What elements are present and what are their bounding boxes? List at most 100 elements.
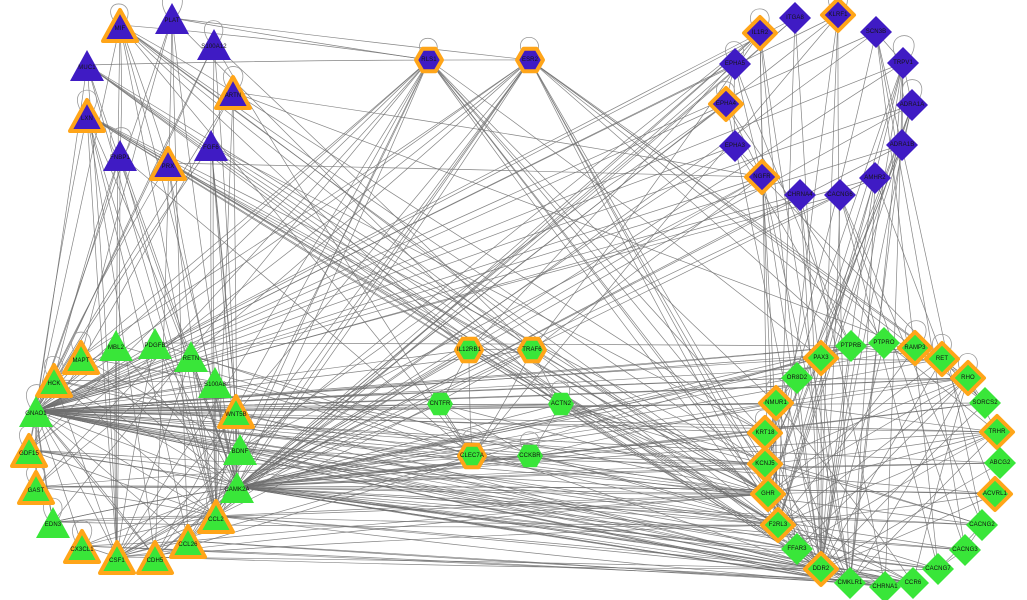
graph-edge[interactable] [35, 410, 1001, 464]
graph-edge[interactable] [767, 493, 851, 584]
graph-edge[interactable] [764, 104, 913, 465]
graph-edge[interactable] [236, 104, 913, 488]
graph-edge[interactable] [239, 103, 727, 450]
graph-edge[interactable] [796, 377, 969, 380]
graph-edge[interactable] [86, 114, 562, 405]
graph-edge[interactable] [167, 162, 822, 570]
graph-edge[interactable] [35, 410, 766, 465]
graph-edge[interactable] [236, 103, 727, 488]
graph-edge[interactable] [35, 194, 841, 412]
graph-edge[interactable] [35, 485, 238, 488]
graph-edge[interactable] [236, 432, 766, 488]
graph-edge[interactable] [531, 176, 763, 351]
graph-edge[interactable] [215, 17, 796, 517]
graph-edge[interactable] [820, 402, 986, 570]
graph-edge[interactable] [239, 448, 822, 570]
graph-edge[interactable] [28, 449, 217, 517]
graph-edge[interactable] [215, 493, 769, 517]
graph-node-cmklr1[interactable]: CMKLR1 [834, 567, 866, 599]
graph-edge[interactable] [820, 462, 1001, 570]
graph-edge[interactable] [86, 64, 470, 351]
graph-edge[interactable] [236, 486, 939, 570]
graph-edge[interactable] [239, 176, 763, 450]
graph-edge[interactable] [154, 556, 822, 570]
graph-node-lxn[interactable]: LXN [66, 94, 108, 136]
graph-node-pdgfb[interactable]: PDGFB [138, 326, 172, 360]
graph-edge[interactable] [775, 402, 998, 433]
graph-edge[interactable] [35, 410, 914, 584]
graph-edge[interactable] [767, 493, 914, 584]
graph-edge[interactable] [35, 410, 983, 526]
graph-node-plat[interactable]: PLAT [155, 1, 189, 35]
graph-edge[interactable] [86, 114, 766, 465]
graph-edge[interactable] [236, 402, 986, 488]
graph-edge[interactable] [35, 410, 798, 550]
graph-edge[interactable] [35, 355, 192, 412]
graph-edge[interactable] [236, 463, 766, 488]
graph-edge[interactable] [35, 43, 215, 412]
graph-node-cacng6[interactable]: CACNG6 [824, 179, 856, 211]
graph-node-bdnf[interactable]: BDNF [223, 432, 257, 466]
graph-edge[interactable] [53, 43, 215, 381]
graph-edge[interactable] [35, 59, 430, 488]
graph-node-amhr2[interactable]: AMHR2 [859, 162, 891, 194]
graph-edge[interactable] [35, 410, 998, 433]
graph-edge[interactable] [116, 455, 473, 558]
graph-node-acvrl1[interactable]: ACVRL1 [975, 474, 1015, 514]
graph-edge[interactable] [236, 402, 986, 488]
graph-edge[interactable] [428, 59, 769, 495]
graph-edge[interactable] [725, 103, 885, 344]
graph-edge[interactable] [35, 410, 996, 495]
graph-edge[interactable] [28, 449, 779, 526]
graph-edge[interactable] [239, 448, 769, 495]
graph-node-chrna4[interactable]: CHRNA4 [784, 179, 816, 211]
graph-edge[interactable] [777, 17, 796, 526]
graph-edge[interactable] [874, 177, 996, 495]
graph-node-trpv1[interactable]: TRPV1 [887, 47, 919, 79]
graph-edge[interactable] [86, 114, 779, 526]
graph-edge[interactable] [236, 455, 531, 488]
graph-node-s100a12[interactable]: S100A12 [197, 27, 231, 61]
graph-edge[interactable] [35, 410, 966, 551]
graph-node-mif[interactable]: MIF [99, 4, 141, 46]
graph-edge[interactable] [171, 17, 189, 542]
graph-edge[interactable] [764, 431, 998, 465]
graph-edge[interactable] [35, 17, 173, 412]
graph-edge[interactable] [529, 402, 777, 457]
graph-edge[interactable] [236, 377, 798, 488]
graph-edge[interactable] [236, 486, 983, 526]
graph-node-gnao1[interactable]: GNAO1 [19, 394, 53, 428]
graph-edge[interactable] [35, 357, 822, 412]
graph-edge[interactable] [86, 59, 531, 66]
graph-node-fgf6[interactable]: FGF6 [194, 128, 228, 162]
graph-edge[interactable] [820, 358, 943, 570]
graph-edge[interactable] [531, 32, 761, 351]
graph-edge[interactable] [35, 91, 234, 412]
graph-edge[interactable] [115, 344, 238, 488]
graph-edge[interactable] [236, 177, 876, 488]
graph-edge[interactable] [35, 486, 769, 495]
graph-node-gdf15[interactable]: GDF15 [8, 429, 50, 471]
graph-edge[interactable] [35, 345, 852, 412]
graph-edge[interactable] [820, 177, 876, 570]
graph-edge[interactable] [849, 177, 876, 584]
graph-edge[interactable] [35, 410, 156, 558]
graph-edge[interactable] [119, 24, 779, 526]
graph-edge[interactable] [35, 342, 156, 412]
graph-edge[interactable] [116, 24, 121, 558]
graph-edge[interactable] [116, 349, 470, 558]
graph-edge[interactable] [215, 91, 234, 517]
graph-edge[interactable] [236, 176, 763, 488]
graph-node-mbl2[interactable]: MBL2 [99, 328, 133, 362]
graph-edge[interactable] [52, 486, 238, 523]
graph-edge[interactable] [190, 355, 779, 526]
graph-edge[interactable] [560, 403, 779, 526]
graph-edge[interactable] [775, 402, 851, 584]
graph-node-artn[interactable]: ARTN [212, 71, 254, 113]
graph-edge[interactable] [777, 62, 904, 526]
graph-node-cntfr[interactable]: CNTFR [427, 391, 453, 417]
graph-edge[interactable] [35, 410, 238, 488]
graph-edge[interactable] [171, 17, 531, 61]
graph-edge[interactable] [236, 486, 996, 495]
graph-edge[interactable] [471, 455, 769, 495]
